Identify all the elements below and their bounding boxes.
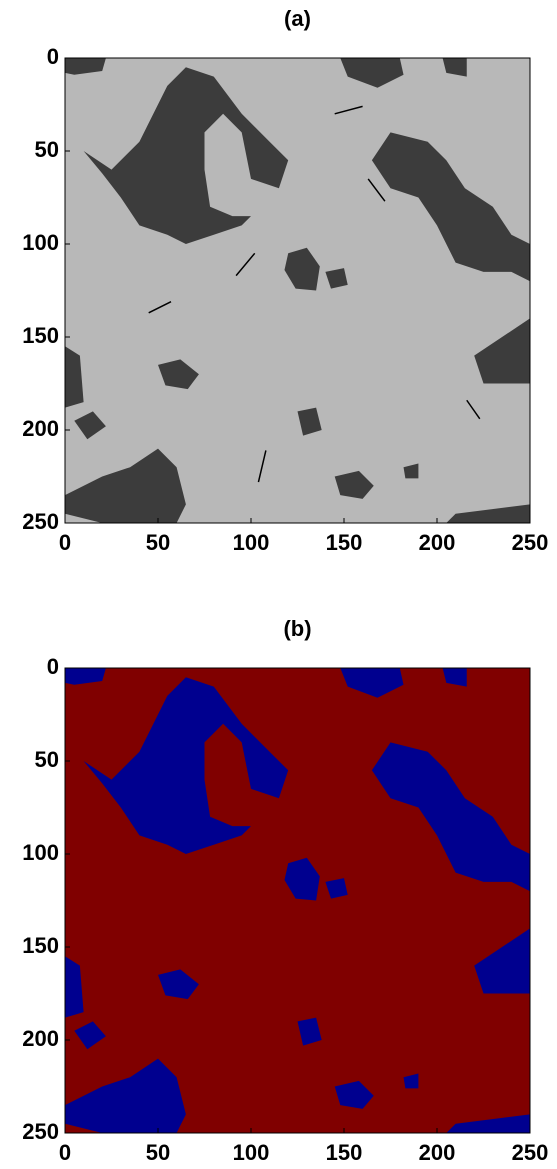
y-tick-label: 200 xyxy=(22,416,59,441)
x-tick-label: 250 xyxy=(512,530,549,555)
grayscale-image xyxy=(65,58,530,523)
y-tick-label: 250 xyxy=(22,509,59,534)
x-tick-label: 0 xyxy=(59,530,71,555)
y-tick-label: 0 xyxy=(47,654,59,679)
panel-title: (a) xyxy=(284,6,311,31)
x-tick-label: 0 xyxy=(59,1140,71,1165)
panel-title: (b) xyxy=(283,616,311,641)
segmented-image xyxy=(65,668,530,1133)
y-tick-label: 50 xyxy=(35,137,59,162)
x-tick-label: 150 xyxy=(326,530,363,555)
x-tick-label: 50 xyxy=(146,1140,170,1165)
y-tick-label: 100 xyxy=(22,840,59,865)
y-tick-label: 0 xyxy=(47,44,59,69)
x-tick-label: 250 xyxy=(512,1140,549,1165)
y-tick-label: 100 xyxy=(22,230,59,255)
x-tick-label: 50 xyxy=(146,530,170,555)
y-tick-label: 150 xyxy=(22,933,59,958)
x-tick-label: 150 xyxy=(326,1140,363,1165)
x-tick-label: 100 xyxy=(233,530,270,555)
y-tick-label: 200 xyxy=(22,1026,59,1051)
y-tick-label: 150 xyxy=(22,323,59,348)
x-tick-label: 200 xyxy=(419,1140,456,1165)
figure: (a)050100150200250050100150200250(b)0501… xyxy=(0,0,557,1169)
y-tick-label: 50 xyxy=(35,747,59,772)
x-tick-label: 200 xyxy=(419,530,456,555)
y-tick-label: 250 xyxy=(22,1119,59,1144)
x-tick-label: 100 xyxy=(233,1140,270,1165)
